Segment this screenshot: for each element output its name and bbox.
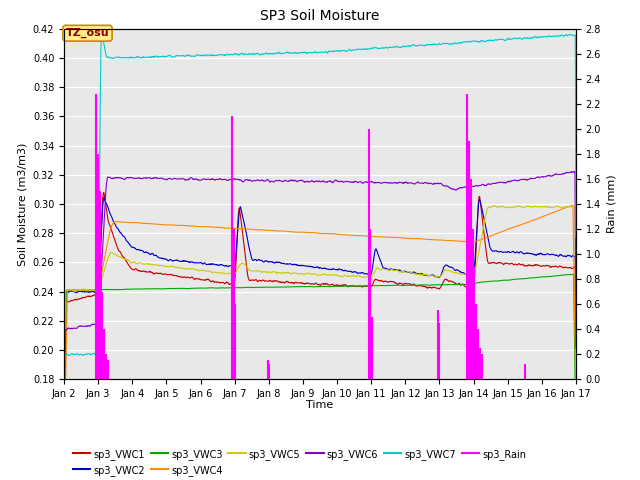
Line: sp3_VWC6: sp3_VWC6: [64, 171, 576, 480]
sp3_VWC1: [100, 190, 108, 196]
sp3_VWC1: [121, 255, 129, 261]
Y-axis label: Rain (mm): Rain (mm): [607, 175, 617, 233]
sp3_VWC3: [351, 283, 359, 289]
Line: sp3_VWC1: sp3_VWC1: [64, 192, 576, 472]
sp3_VWC2: [572, 382, 580, 388]
Line: sp3_VWC7: sp3_VWC7: [64, 31, 576, 480]
sp3_VWC2: [60, 464, 68, 470]
Line: sp3_VWC4: sp3_VWC4: [64, 205, 576, 466]
Line: sp3_VWC2: sp3_VWC2: [64, 197, 576, 467]
sp3_VWC5: [100, 270, 108, 276]
sp3_VWC2: [278, 261, 285, 266]
sp3_VWC5: [60, 464, 68, 469]
sp3_VWC4: [288, 229, 296, 235]
sp3_VWC3: [297, 284, 305, 289]
sp3_VWC6: [570, 168, 578, 174]
sp3_VWC3: [569, 271, 577, 277]
sp3_VWC5: [572, 368, 580, 373]
sp3_VWC1: [289, 279, 296, 285]
sp3_VWC1: [278, 280, 285, 286]
sp3_VWC1: [60, 469, 68, 475]
sp3_VWC5: [351, 274, 359, 279]
sp3_VWC3: [120, 287, 128, 292]
sp3_VWC3: [100, 287, 108, 292]
sp3_VWC4: [100, 260, 108, 266]
sp3_VWC4: [120, 219, 128, 225]
Legend: sp3_VWC1, sp3_VWC2, sp3_VWC3, sp3_VWC4, sp3_VWC5, sp3_VWC6, sp3_VWC7, sp3_Rain: sp3_VWC1, sp3_VWC2, sp3_VWC3, sp3_VWC4, …: [69, 445, 530, 480]
sp3_VWC4: [60, 463, 68, 469]
sp3_VWC4: [297, 229, 305, 235]
sp3_VWC5: [120, 256, 128, 262]
sp3_VWC5: [297, 270, 305, 276]
sp3_VWC3: [60, 452, 68, 457]
sp3_VWC6: [100, 227, 108, 232]
sp3_VWC1: [298, 280, 305, 286]
sp3_VWC7: [572, 234, 580, 240]
sp3_VWC6: [120, 176, 128, 182]
sp3_VWC2: [100, 195, 108, 201]
sp3_VWC1: [352, 283, 360, 289]
sp3_VWC5: [277, 270, 285, 276]
sp3_VWC3: [572, 443, 580, 449]
sp3_VWC6: [288, 178, 296, 183]
sp3_VWC7: [98, 28, 106, 34]
Line: sp3_VWC3: sp3_VWC3: [64, 274, 576, 455]
Title: SP3 Soil Moisture: SP3 Soil Moisture: [260, 10, 380, 24]
sp3_VWC6: [297, 178, 305, 183]
sp3_VWC2: [100, 194, 108, 200]
sp3_VWC2: [121, 235, 129, 240]
sp3_VWC5: [288, 271, 296, 276]
sp3_VWC7: [278, 50, 285, 56]
sp3_VWC7: [289, 50, 296, 56]
Y-axis label: Soil Moisture (m3/m3): Soil Moisture (m3/m3): [17, 142, 27, 266]
sp3_VWC1: [100, 190, 108, 195]
Line: sp3_VWC5: sp3_VWC5: [64, 206, 576, 467]
Text: TZ_osu: TZ_osu: [66, 28, 109, 38]
sp3_VWC4: [277, 228, 285, 234]
sp3_VWC2: [352, 269, 360, 275]
sp3_VWC2: [298, 263, 305, 268]
sp3_VWC5: [490, 203, 497, 209]
sp3_VWC7: [298, 49, 305, 55]
sp3_VWC3: [288, 284, 296, 290]
sp3_VWC4: [569, 202, 577, 208]
sp3_VWC7: [100, 40, 108, 46]
sp3_VWC2: [289, 262, 296, 268]
X-axis label: Time: Time: [307, 400, 333, 410]
sp3_VWC7: [121, 55, 129, 60]
sp3_VWC4: [572, 398, 580, 404]
sp3_VWC1: [572, 389, 580, 395]
sp3_VWC6: [572, 345, 580, 350]
sp3_VWC7: [352, 47, 360, 53]
sp3_VWC4: [351, 233, 359, 239]
sp3_VWC6: [351, 179, 359, 184]
sp3_VWC3: [277, 284, 285, 290]
sp3_VWC6: [277, 178, 285, 184]
